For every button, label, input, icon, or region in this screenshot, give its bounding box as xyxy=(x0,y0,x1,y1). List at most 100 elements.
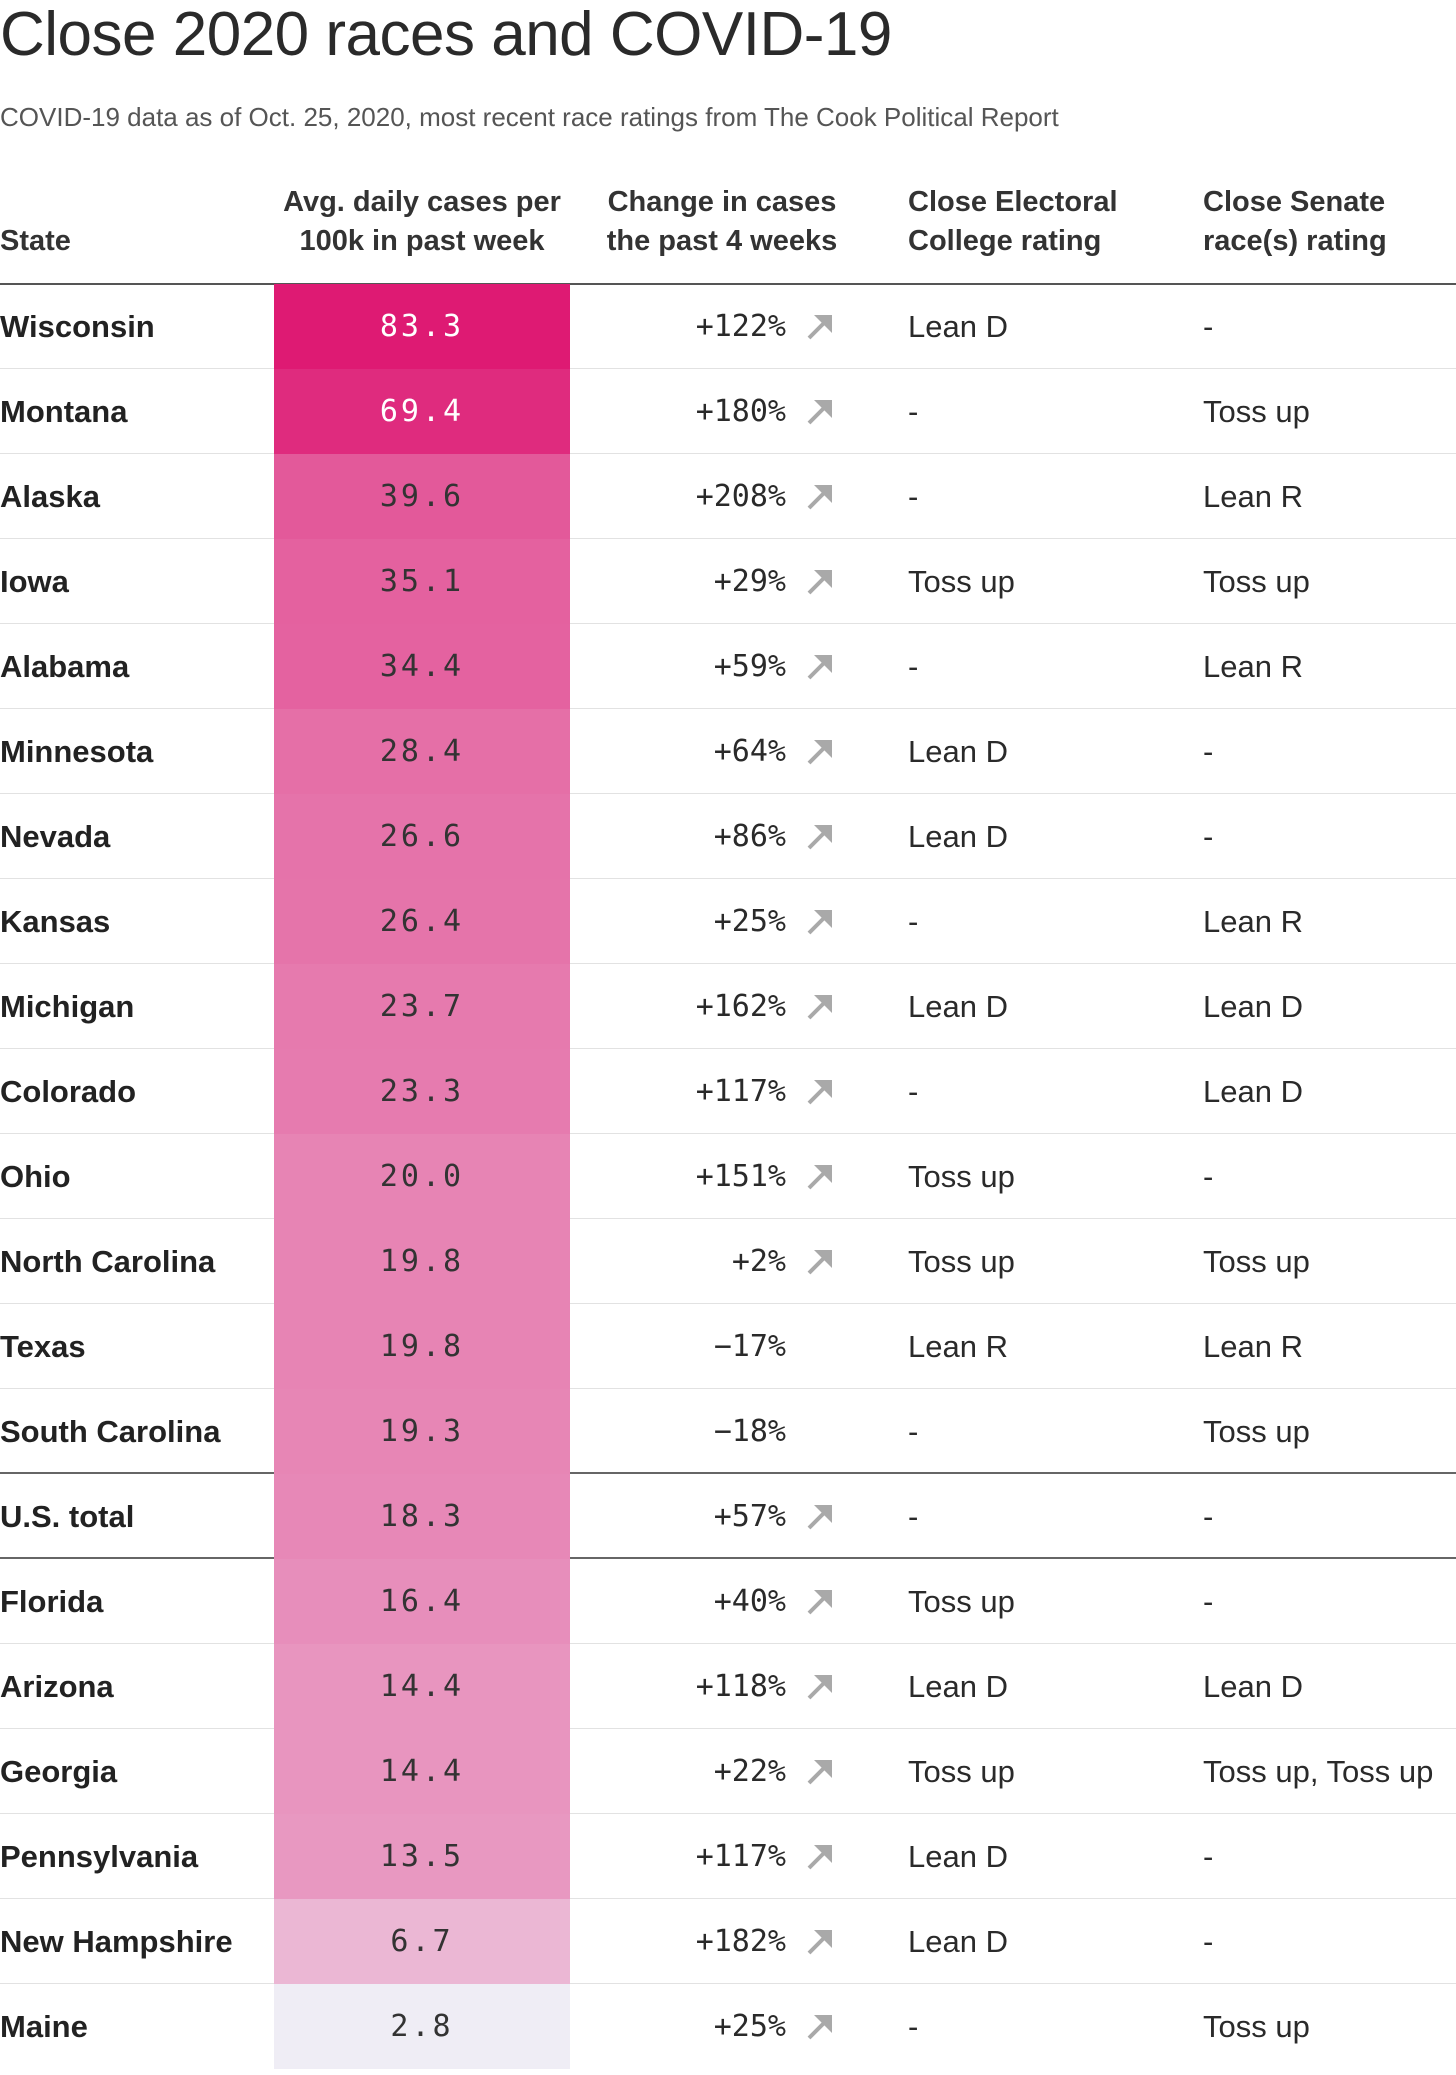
table-row: Georgia 14.4 +22% Toss up Toss up, Toss up xyxy=(0,1729,1456,1814)
avg-cases-cell: 14.4 xyxy=(274,1729,570,1814)
table-row: Kansas 26.4 +25% - Lean R xyxy=(0,879,1456,964)
table-row: Arizona 14.4 +118% Lean D Lean D xyxy=(0,1644,1456,1729)
state-name: Pennsylvania xyxy=(0,1839,199,1874)
state-name: Arizona xyxy=(0,1669,114,1704)
table-row: Montana 69.4 +180% - Toss up xyxy=(0,369,1456,454)
trend-up-icon xyxy=(804,1729,840,1814)
electoral-college-rating: - xyxy=(908,1074,919,1109)
change-in-cases-cell: −18% xyxy=(713,1414,786,1449)
state-name: Ohio xyxy=(0,1159,71,1194)
change-in-cases-cell: +118% xyxy=(695,1669,786,1704)
senate-rating: - xyxy=(1203,1584,1214,1619)
electoral-college-rating: - xyxy=(908,394,919,429)
senate-rating: - xyxy=(1203,734,1214,769)
table-row: U.S. total 18.3 +57% - - xyxy=(0,1474,1456,1559)
avg-cases-cell: 83.3 xyxy=(274,284,570,369)
table-row: Minnesota 28.4 +64% Lean D - xyxy=(0,709,1456,794)
change-in-cases-cell: +25% xyxy=(713,2009,786,2044)
avg-cases-cell: 23.7 xyxy=(274,964,570,1049)
change-in-cases-cell: +117% xyxy=(695,1839,786,1874)
senate-rating: Lean R xyxy=(1203,479,1303,514)
senate-rating: - xyxy=(1203,819,1214,854)
electoral-college-rating: Toss up xyxy=(908,1159,1015,1194)
avg-cases-cell: 34.4 xyxy=(274,624,570,709)
state-name: Michigan xyxy=(0,989,135,1024)
change-in-cases-cell: +208% xyxy=(695,479,786,514)
table-row: Pennsylvania 13.5 +117% Lean D - xyxy=(0,1814,1456,1899)
avg-cases-cell: 18.3 xyxy=(274,1474,570,1559)
change-in-cases-cell: −17% xyxy=(713,1329,786,1364)
column-header-electoral-college: Close Electoral College rating xyxy=(908,186,1118,257)
electoral-college-rating: Lean D xyxy=(908,1839,1008,1874)
column-header-change-in-cases: Change in cases the past 4 weeks xyxy=(606,186,838,257)
trend-up-icon xyxy=(804,539,840,624)
avg-cases-cell: 39.6 xyxy=(274,454,570,539)
change-in-cases-cell: +22% xyxy=(713,1754,786,1789)
trend-up-icon xyxy=(804,964,840,1049)
table-row: Nevada 26.6 +86% Lean D - xyxy=(0,794,1456,879)
senate-rating: Lean R xyxy=(1203,649,1303,684)
avg-cases-cell: 19.8 xyxy=(274,1219,570,1304)
change-in-cases-cell: +151% xyxy=(695,1159,786,1194)
table-row: Alaska 39.6 +208% - Lean R xyxy=(0,454,1456,539)
electoral-college-rating: Lean D xyxy=(908,309,1008,344)
avg-cases-cell: 69.4 xyxy=(274,369,570,454)
table-body: Wisconsin 83.3 +122% Lean D - Montana 69.4 +180… xyxy=(0,284,1456,2069)
state-name: Georgia xyxy=(0,1754,118,1789)
trend-up-icon xyxy=(804,624,840,709)
trend-up-icon xyxy=(804,1134,840,1219)
senate-rating: Toss up xyxy=(1203,564,1310,599)
senate-rating: Toss up xyxy=(1203,2009,1310,2044)
electoral-college-rating: Toss up xyxy=(908,1244,1015,1279)
table-row: Florida 16.4 +40% Toss up - xyxy=(0,1559,1456,1644)
state-name: Colorado xyxy=(0,1074,137,1109)
change-in-cases-cell: +122% xyxy=(695,309,786,344)
trend-up-icon xyxy=(804,454,840,539)
trend-up-icon xyxy=(804,1559,840,1644)
senate-rating: - xyxy=(1203,309,1214,344)
state-name: Kansas xyxy=(0,904,111,939)
electoral-college-rating: - xyxy=(908,1499,919,1534)
state-name: Alabama xyxy=(0,649,130,684)
avg-cases-cell: 6.7 xyxy=(274,1899,570,1984)
table-row: Colorado 23.3 +117% - Lean D xyxy=(0,1049,1456,1134)
table-row: Maine 2.8 +25% - Toss up xyxy=(0,1984,1456,2069)
trend-up-icon xyxy=(804,1219,840,1304)
state-name: New Hampshire xyxy=(0,1924,233,1959)
trend-up-icon xyxy=(804,369,840,454)
state-name: Iowa xyxy=(0,564,69,599)
senate-rating: Lean D xyxy=(1203,989,1303,1024)
avg-cases-cell: 35.1 xyxy=(274,539,570,624)
avg-cases-cell: 14.4 xyxy=(274,1644,570,1729)
trend-up-icon xyxy=(804,284,840,369)
state-name: Alaska xyxy=(0,479,100,514)
table-row: Iowa 35.1 +29% Toss up Toss up xyxy=(0,539,1456,624)
electoral-college-rating: - xyxy=(908,2009,919,2044)
senate-rating: Toss up xyxy=(1203,1244,1310,1279)
state-name: Nevada xyxy=(0,819,111,854)
senate-rating: Toss up xyxy=(1203,1414,1310,1449)
avg-cases-cell: 19.8 xyxy=(274,1304,570,1389)
senate-rating: Lean D xyxy=(1203,1074,1303,1109)
change-in-cases-cell: +57% xyxy=(713,1499,786,1534)
change-in-cases-cell: +25% xyxy=(713,904,786,939)
table-row: Texas 19.8 −17% Lean R Lean R xyxy=(0,1304,1456,1389)
table-row: Alabama 34.4 +59% - Lean R xyxy=(0,624,1456,709)
column-header-avg-daily-cases: Avg. daily cases per 100k in past week xyxy=(283,186,561,257)
senate-rating: - xyxy=(1203,1924,1214,1959)
table-row: Michigan 23.7 +162% Lean D Lean D xyxy=(0,964,1456,1049)
avg-cases-cell: 26.4 xyxy=(274,879,570,964)
change-in-cases-cell: +40% xyxy=(713,1584,786,1619)
trend-up-icon xyxy=(804,1474,840,1559)
senate-rating: - xyxy=(1203,1499,1214,1534)
change-in-cases-cell: +117% xyxy=(695,1074,786,1109)
senate-rating: - xyxy=(1203,1159,1214,1194)
trend-up-icon xyxy=(804,1984,840,2069)
senate-rating: Lean D xyxy=(1203,1669,1303,1704)
avg-cases-cell: 16.4 xyxy=(274,1559,570,1644)
electoral-college-rating: Lean D xyxy=(908,1924,1008,1959)
senate-rating: Toss up xyxy=(1203,394,1310,429)
avg-cases-cell: 13.5 xyxy=(274,1814,570,1899)
electoral-college-rating: Lean D xyxy=(908,734,1008,769)
change-in-cases-cell: +64% xyxy=(713,734,786,769)
